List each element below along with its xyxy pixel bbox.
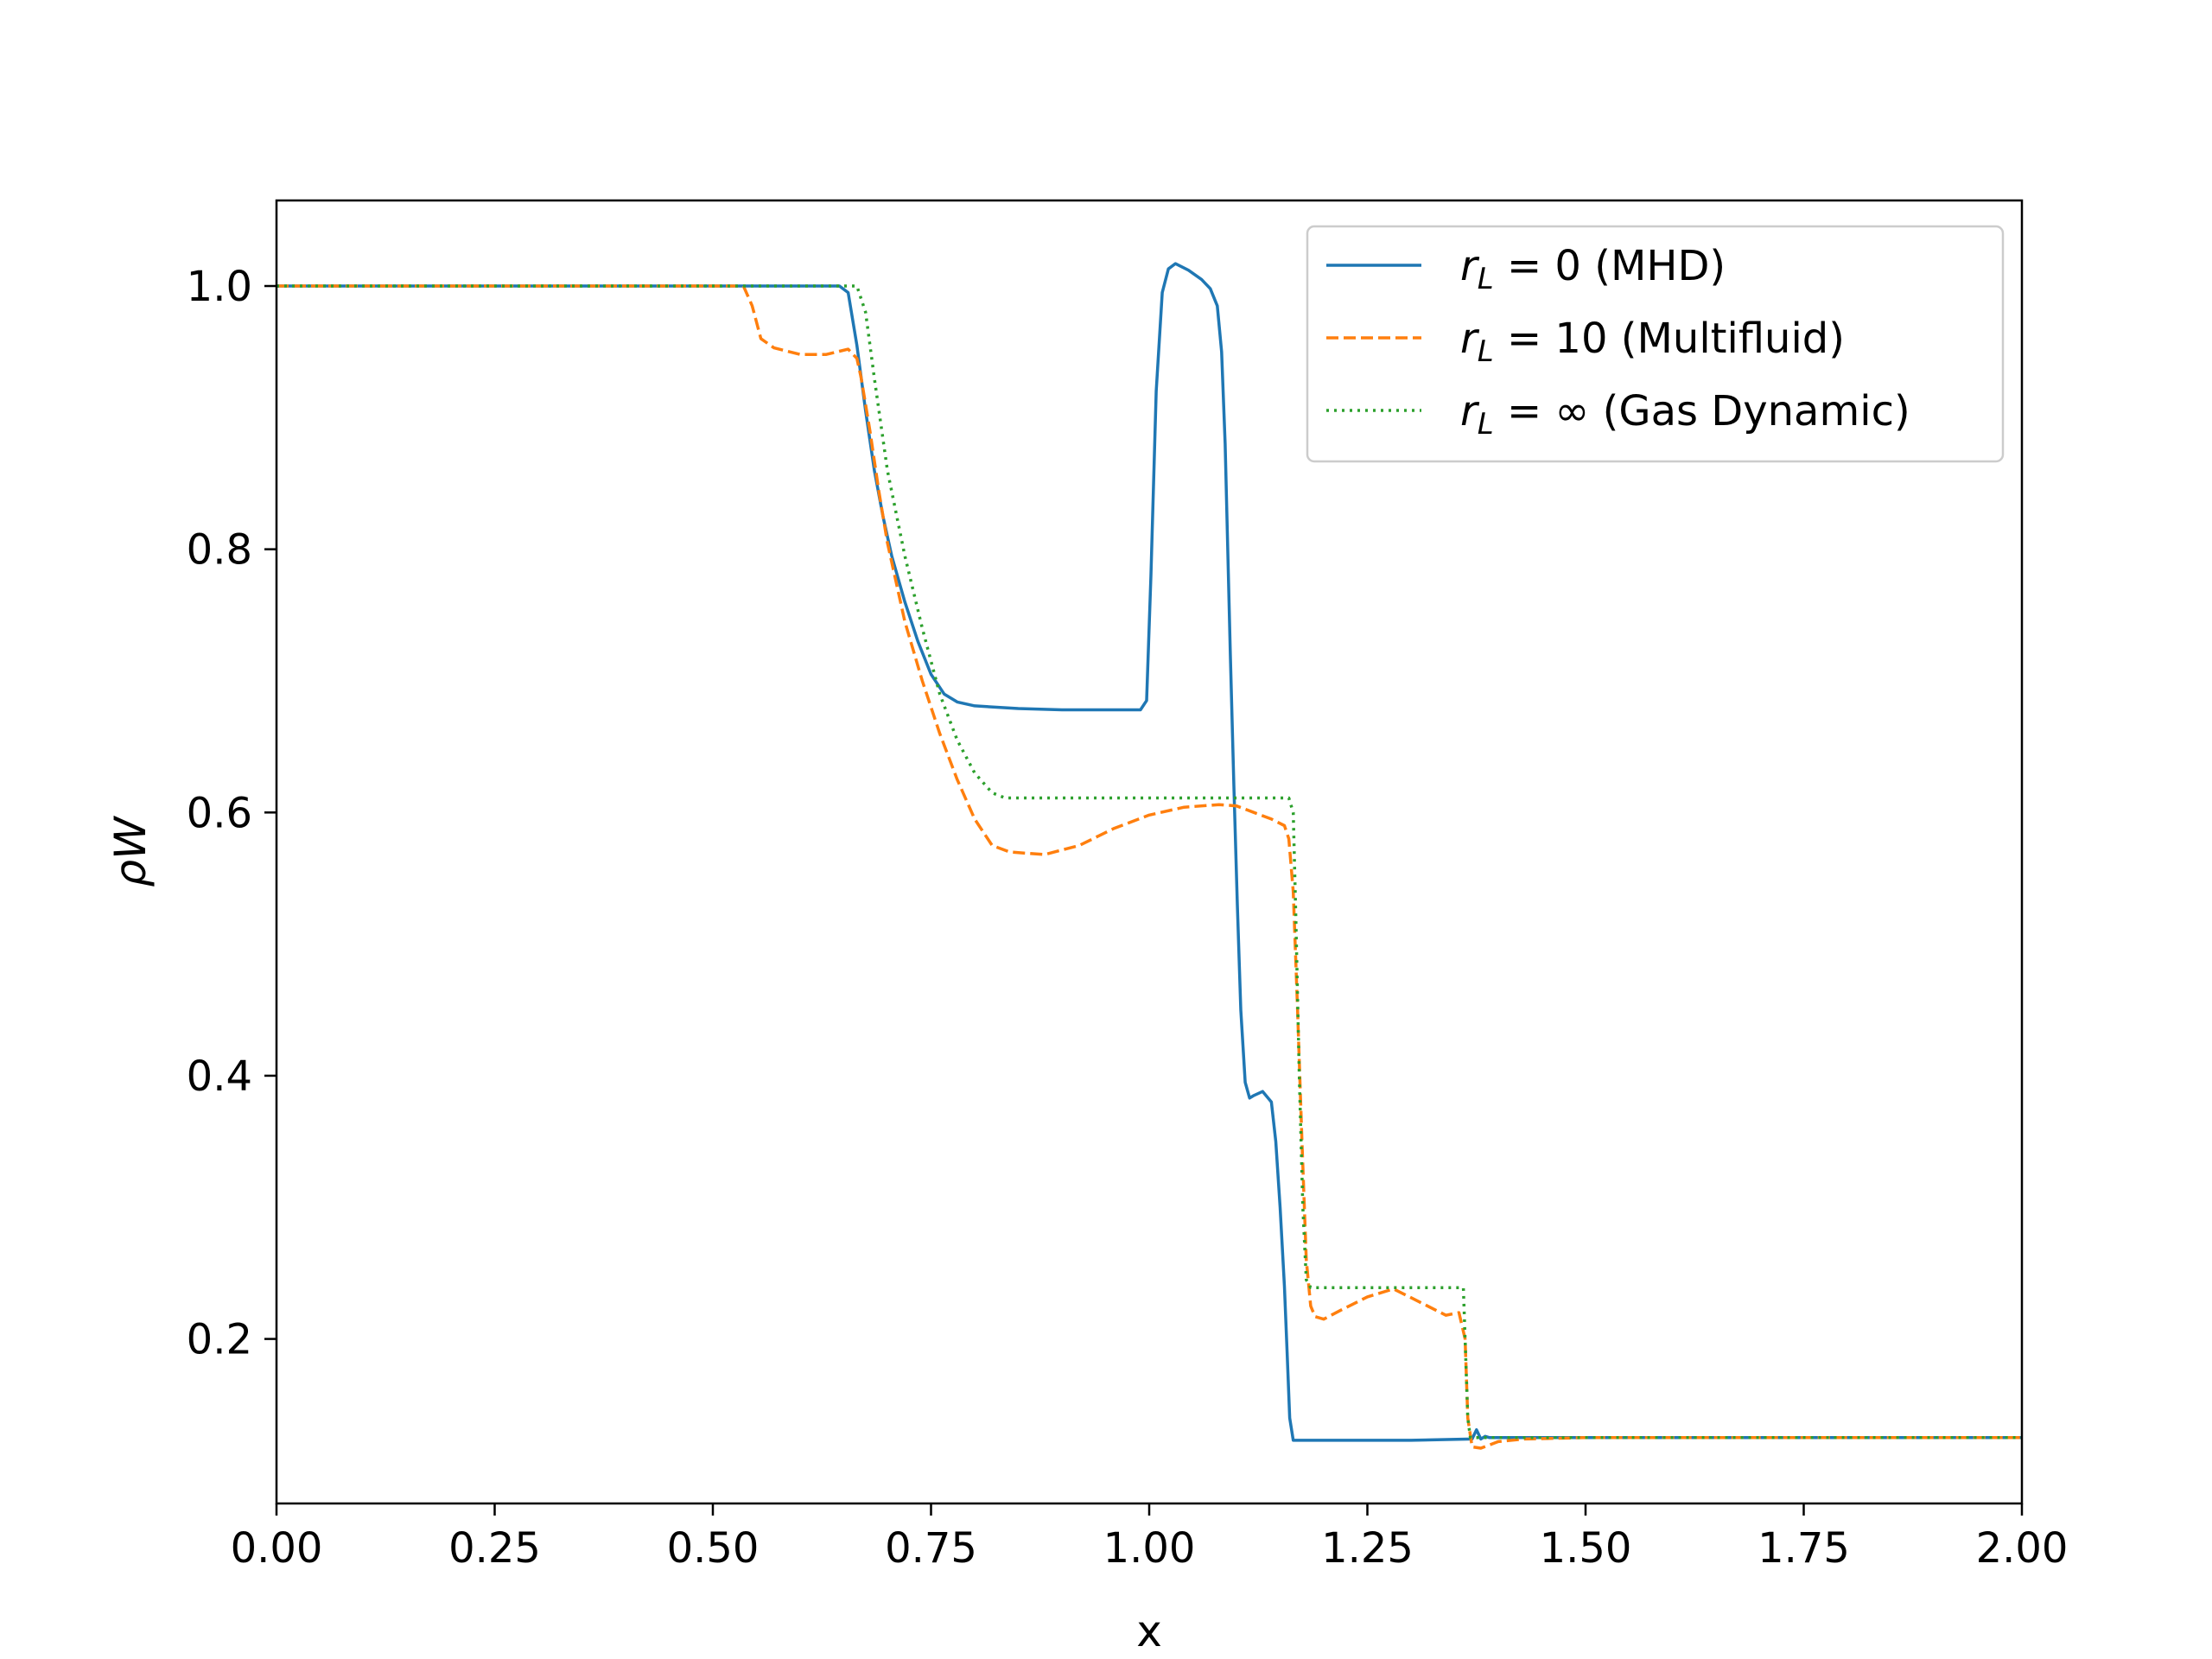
y-tick-label: 0.8 — [187, 526, 252, 575]
y-tick-label: 1.0 — [187, 263, 252, 311]
legend-entries: rL = 0 (MHD) rL = 10 (Multifluid) rL = ∞ (… — [1326, 242, 1910, 442]
series-line-3 — [276, 284, 2022, 1440]
x-tick-label: 0.00 — [231, 1524, 323, 1573]
x-tick-label: 0.50 — [667, 1524, 760, 1573]
y-tick-label: 0.4 — [187, 1052, 252, 1101]
y-tick-label: 0.6 — [187, 789, 252, 837]
series-line-1 — [276, 262, 2022, 1442]
x-tick-label: 2.00 — [1976, 1524, 2069, 1573]
series-layer — [276, 262, 2022, 1450]
legend-label-2: rL = 10 (Multifluid) — [1460, 315, 1845, 369]
y-axis: 0.2 0.4 0.6 0.8 1.0 — [187, 263, 276, 1364]
x-tick-label: 1.75 — [1758, 1524, 1850, 1573]
legend-label-3: rL = ∞ (Gas Dynamic) — [1460, 387, 1910, 442]
legend: rL = 0 (MHD) rL = 10 (Multifluid) rL = ∞ (… — [1306, 225, 2005, 463]
legend-frame — [1306, 225, 2005, 463]
y-tick-label: 0.2 — [187, 1316, 252, 1364]
legend-label-1: rL = 0 (MHD) — [1460, 242, 1726, 296]
x-tick-label: 1.50 — [1540, 1524, 1632, 1573]
y-axis-label: ρW — [105, 816, 156, 887]
x-axis: 0.00 0.25 0.50 0.75 1.00 1.25 1.50 1.75 2.00 — [231, 1503, 2069, 1573]
x-axis-label: x — [1136, 1606, 1162, 1656]
x-tick-label: 1.00 — [1103, 1524, 1196, 1573]
x-tick-label: 1.25 — [1321, 1524, 1414, 1573]
x-tick-label: 0.75 — [885, 1524, 977, 1573]
x-tick-label: 0.25 — [448, 1524, 541, 1573]
